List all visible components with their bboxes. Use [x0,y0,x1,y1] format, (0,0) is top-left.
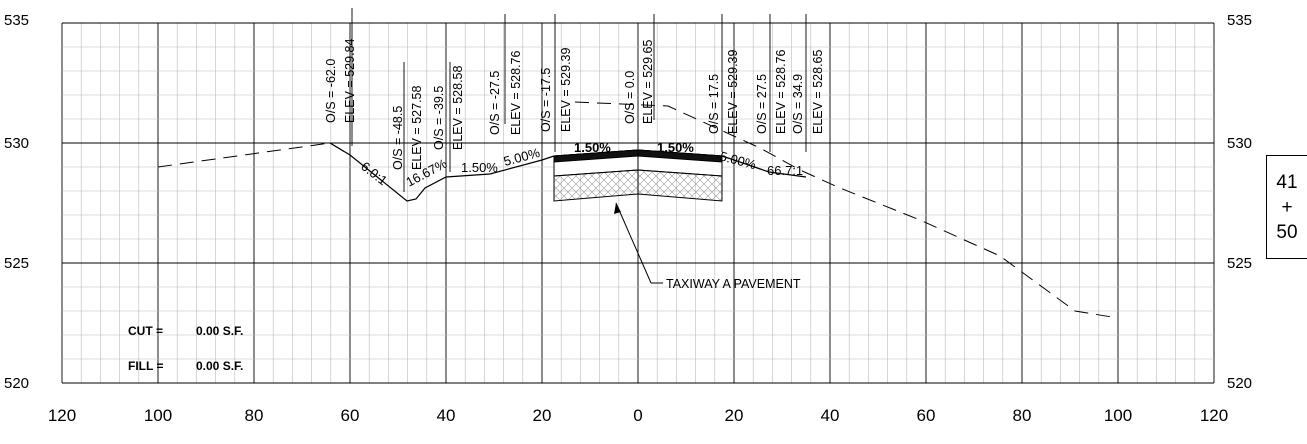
offset-label: 0 [633,406,642,425]
svg-text:O/S = -39.5: O/S = -39.5 [432,86,446,150]
fill-value: 0.00 S.F. [196,359,243,373]
elev-label-525-right: 525 [1227,255,1252,272]
station-plus: + [1281,196,1293,218]
svg-text:ELEV = 528.65: ELEV = 528.65 [811,50,825,134]
offset-label: 40 [437,406,456,425]
station-number-bottom: 50 [1276,221,1298,243]
svg-text:O/S = 17.5: O/S = 17.5 [707,74,721,134]
slope-label: 1.50% [574,140,611,155]
offset-label: 100 [144,406,172,425]
slope-label: 66.7:1 [767,163,803,178]
offset-label: 60 [341,406,360,425]
point-callout: O/S = -27.5 ELEV = 528.76 [488,14,523,135]
point-callout: O/S = 0.0 ELEV = 529.65 [623,14,655,124]
offset-label: 20 [725,406,744,425]
point-callout: O/S = 27.5 ELEV = 528.76 [755,14,788,152]
slope-label: 1.50% [461,160,498,175]
svg-text:ELEV = 529.39: ELEV = 529.39 [559,48,573,132]
svg-text:O/S = -62.0: O/S = -62.0 [324,59,338,123]
svg-text:ELEV = 529.84: ELEV = 529.84 [343,39,357,123]
point-callout: O/S = 17.5 ELEV = 529.39 [707,14,740,152]
offset-label: 120 [48,406,76,425]
svg-text:O/S = -17.5: O/S = -17.5 [539,68,553,132]
cut-value: 0.00 S.F. [196,324,243,338]
svg-text:O/S = -27.5: O/S = -27.5 [488,71,502,135]
offset-label: 60 [917,406,936,425]
slope-label: 1.50% [657,140,694,155]
svg-text:ELEV = 528.58: ELEV = 528.58 [451,66,465,150]
slope-label: 5.00% [718,148,758,172]
pavement-callout-label: TAXIWAY A PAVEMENT [666,277,801,291]
station-label: 41 + 50 [1266,155,1307,259]
pavement-section [553,149,723,202]
elev-label-535: 535 [4,12,29,29]
offset-label: 120 [1200,406,1228,425]
offset-label: 80 [245,406,264,425]
grid [61,22,1215,384]
earthwork-quantities: CUT = 0.00 S.F. FILL = 0.00 S.F. [128,324,243,373]
point-callout: O/S = -62.0 ELEV = 529.84 [324,8,357,146]
point-callout: O/S = -17.5 ELEV = 529.39 [539,14,573,152]
svg-text:ELEV = 529.39: ELEV = 529.39 [726,50,740,134]
point-callout: O/S = 34.9 ELEV = 528.65 [791,14,825,152]
cut-label: CUT = [128,324,163,338]
svg-text:ELEV = 528.76: ELEV = 528.76 [774,50,788,134]
svg-text:O/S = -48.5: O/S = -48.5 [391,106,405,170]
svg-text:O/S = 34.9: O/S = 34.9 [791,74,805,134]
elev-label-520-right: 520 [1227,375,1252,392]
elev-label-530-right: 530 [1227,135,1252,152]
offset-label: 100 [1104,406,1132,425]
elev-label-530: 530 [4,135,29,152]
offset-label: 80 [1013,406,1032,425]
offset-label: 20 [533,406,552,425]
offset-label: 40 [821,406,840,425]
elev-label-535-right: 535 [1227,12,1252,29]
proposed-grade-line [329,142,807,202]
fill-label: FILL = [128,359,163,373]
svg-text:O/S = 27.5: O/S = 27.5 [755,74,769,134]
svg-text:ELEV = 527.58: ELEV = 527.58 [410,86,424,170]
point-callout: O/S = -48.5 ELEV = 527.58 [391,62,424,192]
point-callout: O/S = -39.5 ELEV = 528.58 [432,62,465,172]
svg-text:ELEV = 528.76: ELEV = 528.76 [509,51,523,135]
elev-label-520: 520 [4,375,29,392]
elev-label-525: 525 [4,255,29,272]
point-callouts: O/S = -62.0 ELEV = 529.84 O/S = -48.5 EL… [324,8,825,192]
svg-text:ELEV = 529.65: ELEV = 529.65 [641,40,655,124]
elevation-axis-right: 535 530 525 520 [1227,12,1252,392]
pavement-callout: TAXIWAY A PAVEMENT [614,202,801,291]
offset-axis: 120 100 80 60 40 20 0 20 40 60 80 100 12… [48,406,1228,425]
svg-text:O/S = 0.0: O/S = 0.0 [623,71,637,124]
elevation-axis-left: 535 530 525 520 [4,12,29,392]
station-number-top: 41 [1276,171,1298,193]
